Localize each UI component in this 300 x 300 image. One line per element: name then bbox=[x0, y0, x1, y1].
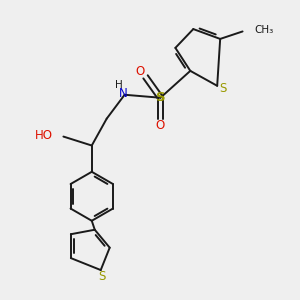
Text: N: N bbox=[119, 87, 128, 100]
Text: HO: HO bbox=[35, 129, 53, 142]
Text: H: H bbox=[116, 80, 123, 90]
Text: O: O bbox=[136, 65, 145, 78]
Text: O: O bbox=[156, 119, 165, 132]
Text: S: S bbox=[219, 82, 226, 95]
Text: S: S bbox=[98, 270, 106, 283]
Text: S: S bbox=[156, 91, 165, 104]
Text: CH₃: CH₃ bbox=[254, 25, 273, 35]
